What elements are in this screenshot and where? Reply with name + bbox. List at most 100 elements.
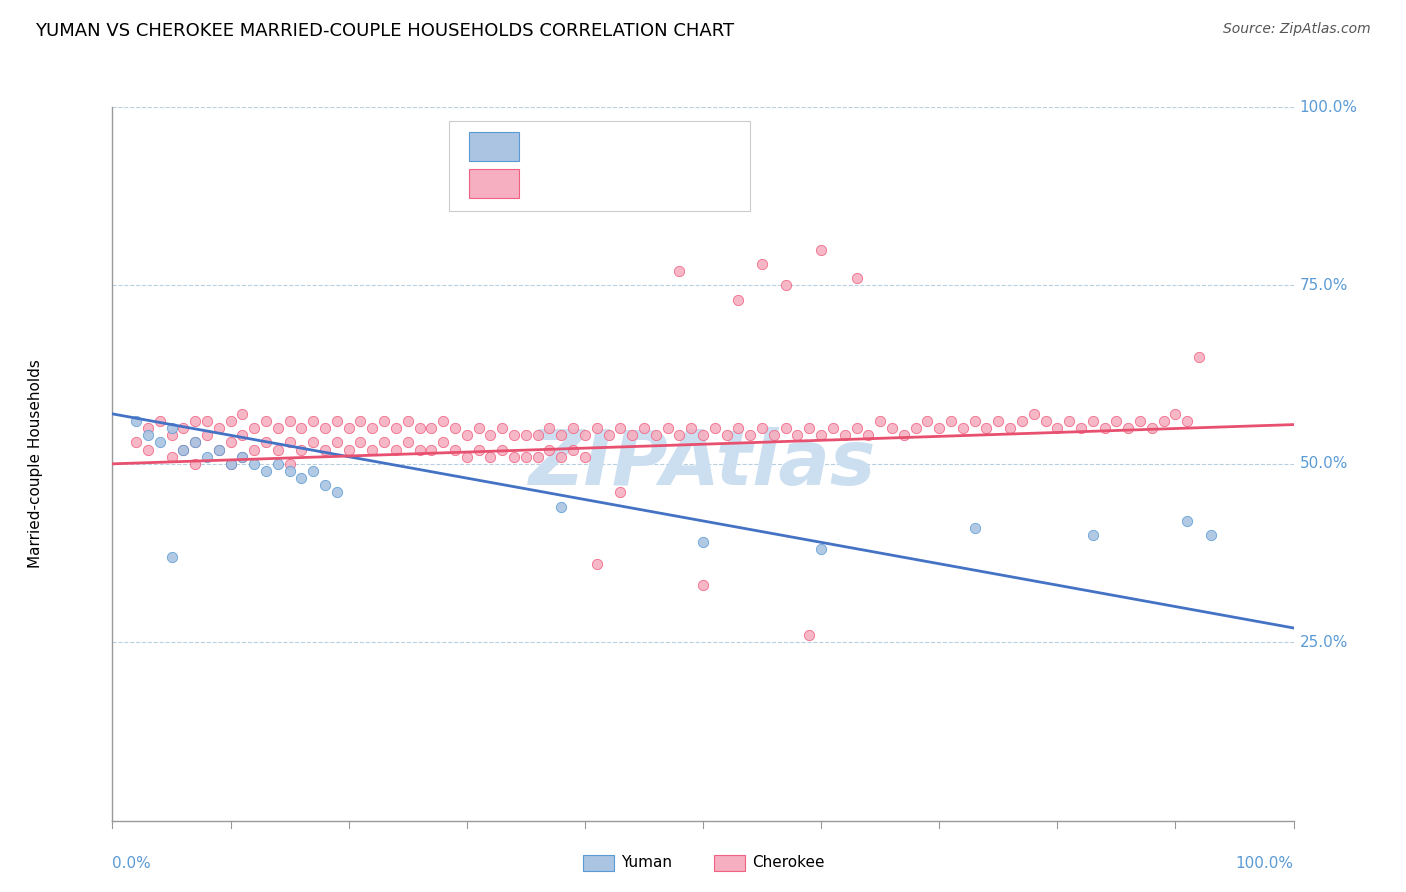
Point — [125, 414, 148, 428]
FancyBboxPatch shape — [583, 855, 614, 871]
Point — [681, 421, 703, 435]
Point — [373, 435, 395, 450]
Point — [408, 421, 430, 435]
Point — [195, 414, 218, 428]
Point — [184, 435, 207, 450]
Point — [432, 435, 454, 450]
Point — [337, 421, 360, 435]
Point — [208, 442, 231, 457]
Point — [456, 428, 478, 442]
Point — [987, 414, 1010, 428]
Point — [574, 193, 596, 207]
Point — [1140, 421, 1163, 435]
Point — [858, 428, 880, 442]
Point — [810, 542, 832, 557]
Point — [928, 421, 950, 435]
Point — [668, 428, 690, 442]
Point — [810, 428, 832, 442]
Point — [692, 428, 714, 442]
Point — [420, 421, 443, 435]
Point — [195, 428, 218, 442]
Point — [609, 485, 631, 500]
Point — [149, 435, 172, 450]
Point — [149, 414, 172, 428]
Point — [538, 421, 561, 435]
Point — [254, 464, 277, 478]
Point — [917, 414, 939, 428]
Point — [444, 442, 467, 457]
Point — [1094, 421, 1116, 435]
Point — [160, 428, 183, 442]
Point — [254, 435, 277, 450]
FancyBboxPatch shape — [714, 855, 745, 871]
Point — [845, 271, 868, 285]
Point — [172, 442, 194, 457]
Point — [136, 442, 159, 457]
Point — [1046, 421, 1069, 435]
Point — [337, 442, 360, 457]
Point — [444, 421, 467, 435]
Point — [136, 428, 159, 442]
Point — [526, 450, 548, 464]
Text: 50.0%: 50.0% — [1299, 457, 1348, 471]
Point — [585, 421, 607, 435]
Point — [834, 428, 856, 442]
Point — [314, 442, 336, 457]
Point — [727, 293, 749, 307]
Point — [550, 428, 572, 442]
Point — [1129, 414, 1152, 428]
Point — [326, 485, 349, 500]
Point — [396, 414, 419, 428]
Point — [231, 450, 253, 464]
Point — [869, 414, 891, 428]
Point — [219, 457, 242, 471]
Text: 0.076: 0.076 — [581, 176, 628, 191]
Point — [243, 421, 266, 435]
Point — [302, 435, 325, 450]
Point — [267, 457, 290, 471]
FancyBboxPatch shape — [449, 121, 751, 211]
Point — [692, 535, 714, 549]
Point — [208, 421, 231, 435]
Point — [775, 278, 797, 293]
Text: YUMAN VS CHEROKEE MARRIED-COUPLE HOUSEHOLDS CORRELATION CHART: YUMAN VS CHEROKEE MARRIED-COUPLE HOUSEHO… — [35, 22, 734, 40]
Point — [254, 414, 277, 428]
Point — [963, 521, 986, 535]
Point — [136, 421, 159, 435]
Point — [432, 414, 454, 428]
FancyBboxPatch shape — [470, 169, 519, 198]
Point — [574, 450, 596, 464]
Point — [219, 457, 242, 471]
Text: R =: R = — [530, 176, 564, 191]
Point — [231, 428, 253, 442]
Point — [361, 421, 384, 435]
Point — [727, 421, 749, 435]
Point — [952, 421, 974, 435]
Point — [740, 428, 762, 442]
Point — [172, 442, 194, 457]
Point — [1188, 350, 1211, 364]
Point — [1022, 407, 1045, 421]
Point — [1175, 414, 1198, 428]
Point — [786, 428, 808, 442]
Point — [762, 428, 785, 442]
Point — [621, 428, 644, 442]
Point — [810, 243, 832, 257]
Point — [939, 414, 962, 428]
Point — [278, 414, 301, 428]
Text: ZIPAtlas: ZIPAtlas — [529, 427, 877, 500]
Point — [195, 450, 218, 464]
Point — [893, 428, 915, 442]
Point — [644, 428, 666, 442]
Point — [574, 428, 596, 442]
Point — [503, 428, 526, 442]
Point — [467, 442, 489, 457]
Point — [467, 421, 489, 435]
Point — [1116, 421, 1139, 435]
Point — [526, 428, 548, 442]
Point — [515, 450, 537, 464]
Point — [290, 421, 312, 435]
Point — [751, 257, 773, 271]
Point — [845, 421, 868, 435]
Point — [976, 421, 998, 435]
